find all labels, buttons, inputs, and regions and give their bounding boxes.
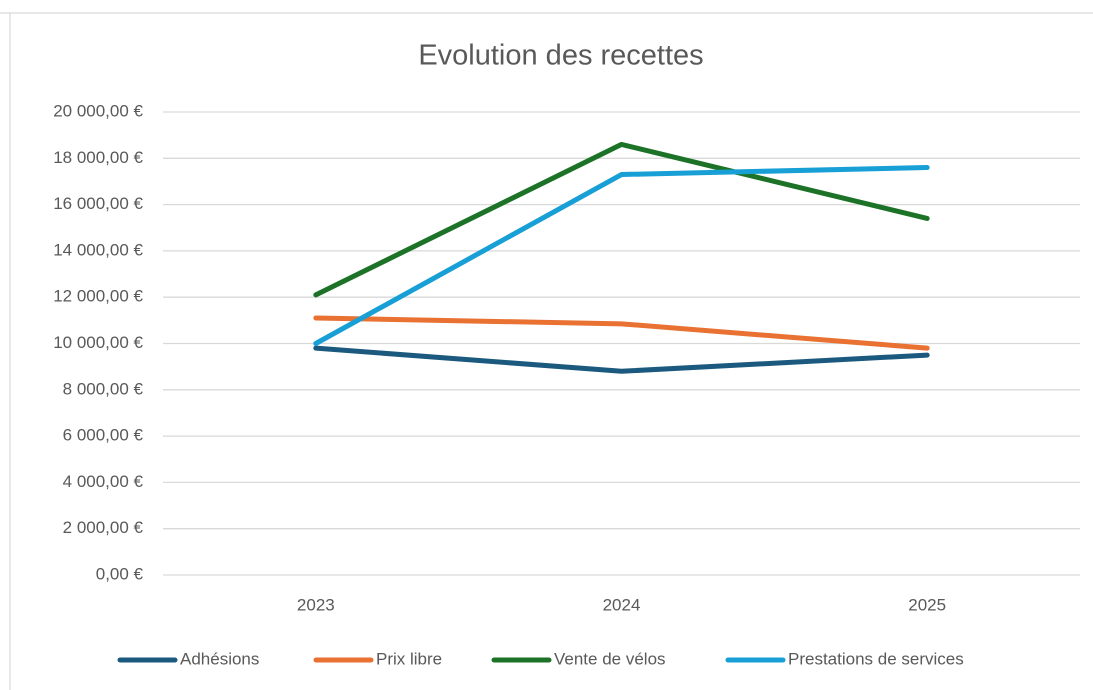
y-tick-label: 10 000,00 € [53,333,143,352]
y-tick-label: 16 000,00 € [53,194,143,213]
x-tick-label: 2025 [908,595,946,614]
series-line [313,165,930,346]
y-tick-label: 12 000,00 € [53,287,143,306]
legend-label: Vente de vélos [554,649,666,668]
y-tick-label: 4 000,00 € [63,472,144,491]
series-line [313,315,930,351]
series-line [313,141,930,298]
chart-title: Evolution des recettes [418,40,703,72]
legend-label: Adhésions [180,649,259,668]
y-tick-label: 8 000,00 € [63,379,144,398]
x-tick-label: 2024 [603,595,641,614]
y-tick-label: 20 000,00 € [53,101,143,120]
series-line [313,345,930,374]
legend-label: Prix libre [376,649,442,668]
y-tick-label: 0,00 € [96,564,144,583]
y-tick-label: 2 000,00 € [63,518,144,537]
y-tick-label: 18 000,00 € [53,148,143,167]
y-tick-label: 6 000,00 € [63,426,144,445]
y-tick-label: 14 000,00 € [53,240,143,259]
x-tick-label: 2023 [297,595,335,614]
legend-label: Prestations de services [788,649,964,668]
